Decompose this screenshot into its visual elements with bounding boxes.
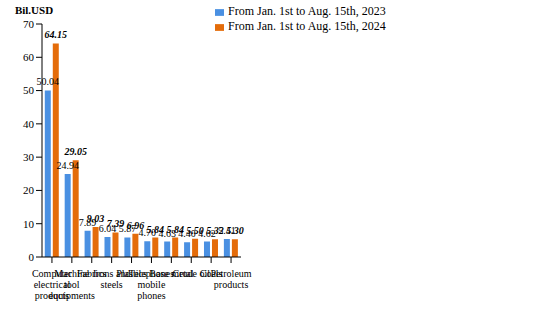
svg-text:10: 10 bbox=[23, 218, 35, 230]
svg-text:6.96: 6.96 bbox=[127, 220, 145, 231]
svg-text:24.94: 24.94 bbox=[56, 160, 79, 171]
svg-text:5.32: 5.32 bbox=[206, 225, 224, 236]
svg-text:0: 0 bbox=[29, 251, 35, 263]
svg-text:9.03: 9.03 bbox=[87, 213, 105, 224]
svg-text:60: 60 bbox=[23, 51, 35, 63]
svg-text:5.50: 5.50 bbox=[186, 225, 204, 236]
svg-text:Bil.USD: Bil.USD bbox=[15, 4, 53, 16]
svg-text:5.84: 5.84 bbox=[147, 224, 165, 235]
svg-text:64.15: 64.15 bbox=[45, 29, 68, 40]
svg-text:40: 40 bbox=[23, 118, 35, 130]
svg-text:5.84: 5.84 bbox=[166, 224, 184, 235]
svg-text:7.39: 7.39 bbox=[107, 218, 125, 229]
svg-text:30: 30 bbox=[23, 151, 35, 163]
svg-text:20: 20 bbox=[23, 184, 35, 196]
svg-text:50.04: 50.04 bbox=[37, 76, 60, 87]
svg-text:29.05: 29.05 bbox=[63, 146, 87, 157]
svg-text:70: 70 bbox=[23, 18, 35, 30]
svg-text:50: 50 bbox=[23, 84, 35, 96]
svg-text:5.30: 5.30 bbox=[226, 225, 244, 236]
svg-text:Petroleumproducts: Petroleumproducts bbox=[210, 268, 251, 290]
